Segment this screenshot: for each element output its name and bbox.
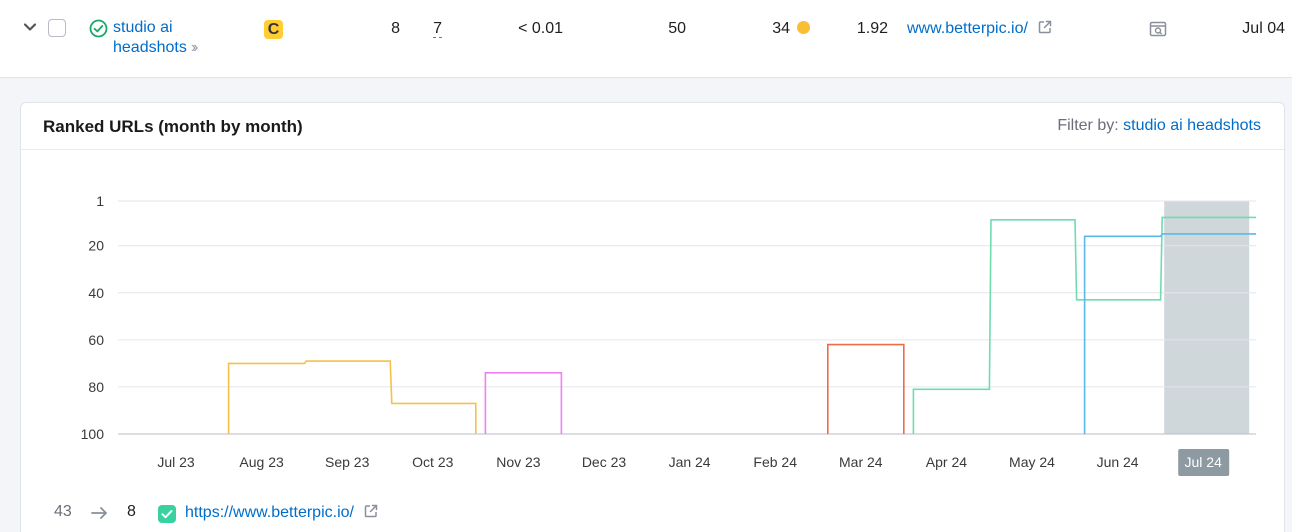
x-tick-label: Jul 23 bbox=[157, 454, 195, 470]
filter-keyword-link[interactable]: studio ai headshots bbox=[1123, 117, 1261, 134]
chevron-down-icon[interactable] bbox=[22, 19, 38, 35]
double-chevron-right-icon: ›› bbox=[190, 39, 198, 56]
legend-url-link[interactable]: https://www.betterpic.io/ bbox=[185, 503, 379, 524]
series-line-4 bbox=[1083, 233, 1256, 434]
x-tick-label: Dec 23 bbox=[582, 454, 627, 470]
kd-value: 34 bbox=[772, 20, 790, 37]
kd-cell: 34 bbox=[744, 19, 810, 39]
arrow-right-icon bbox=[90, 504, 110, 522]
x-tick-label: Jun 24 bbox=[1097, 454, 1139, 470]
x-tick-label: May 24 bbox=[1009, 454, 1055, 470]
legend-previous-position: 43 bbox=[54, 503, 72, 520]
y-tick-label: 60 bbox=[88, 332, 104, 348]
row-checkbox[interactable] bbox=[48, 19, 66, 37]
series-line-0 bbox=[227, 360, 477, 434]
check-circle-icon bbox=[89, 19, 108, 38]
legend-url-text: https://www.betterpic.io/ bbox=[185, 504, 354, 521]
panel-header: Ranked URLs (month by month) Filter by: … bbox=[21, 103, 1284, 150]
x-tick-label: Jul 24 bbox=[1185, 454, 1223, 470]
x-tick-label: Jan 24 bbox=[669, 454, 711, 470]
serp-features-link[interactable]: 7 bbox=[420, 19, 442, 39]
filter-control: Filter by: studio ai headshots bbox=[1057, 117, 1261, 135]
x-tick-label: Oct 23 bbox=[412, 454, 453, 470]
y-tick-label: 40 bbox=[88, 285, 104, 301]
legend-current-position: 8 bbox=[127, 503, 136, 520]
x-tick-label: Apr 24 bbox=[926, 454, 967, 470]
external-link-icon[interactable] bbox=[1037, 19, 1053, 41]
kd-dot-icon bbox=[797, 21, 810, 34]
keyword-line-2: headshots bbox=[113, 39, 187, 56]
ranked-urls-panel: Ranked URLs (month by month) Filter by: … bbox=[20, 102, 1285, 532]
x-tick-label: Aug 23 bbox=[239, 454, 284, 470]
panel-title: Ranked URLs (month by month) bbox=[43, 117, 303, 136]
x-tick-label: Sep 23 bbox=[325, 454, 370, 470]
y-tick-label: 20 bbox=[88, 238, 104, 254]
x-tick-label: Feb 24 bbox=[753, 454, 797, 470]
keyword-line-1: studio ai bbox=[113, 19, 173, 36]
keyword-row: studio ai headshots ›› C 8 7 < 0.01 50 34… bbox=[0, 0, 1292, 78]
external-link-icon[interactable] bbox=[363, 503, 379, 524]
x-tick-highlight bbox=[1178, 449, 1230, 476]
y-tick-label: 1 bbox=[96, 193, 104, 209]
ranking-url-text: www.betterpic.io/ bbox=[907, 20, 1028, 37]
y-tick-label: 80 bbox=[88, 379, 104, 395]
traffic-value: < 0.01 bbox=[518, 20, 563, 37]
series-line-2 bbox=[827, 343, 905, 434]
intent-badge: C bbox=[264, 20, 283, 39]
updated-date: Jul 04 bbox=[1242, 20, 1285, 37]
x-tick-label: Nov 23 bbox=[496, 454, 541, 470]
keyword-link[interactable]: studio ai headshots ›› bbox=[113, 18, 223, 58]
y-tick-label: 100 bbox=[81, 426, 105, 442]
serp-features-value: 7 bbox=[433, 20, 442, 38]
legend-checkbox[interactable] bbox=[158, 505, 176, 523]
x-tick-label: Mar 24 bbox=[839, 454, 883, 470]
position-value: 8 bbox=[391, 20, 400, 37]
series-line-1 bbox=[484, 372, 563, 434]
filter-label: Filter by: bbox=[1057, 117, 1119, 134]
series-line-3 bbox=[912, 216, 1256, 434]
serp-snapshot-icon[interactable] bbox=[1148, 19, 1168, 39]
cpc-value: 1.92 bbox=[856, 20, 888, 37]
ranking-url-link[interactable]: www.betterpic.io/ bbox=[907, 19, 1053, 41]
highlight-band bbox=[1164, 201, 1250, 434]
volume-value: 50 bbox=[668, 20, 686, 37]
